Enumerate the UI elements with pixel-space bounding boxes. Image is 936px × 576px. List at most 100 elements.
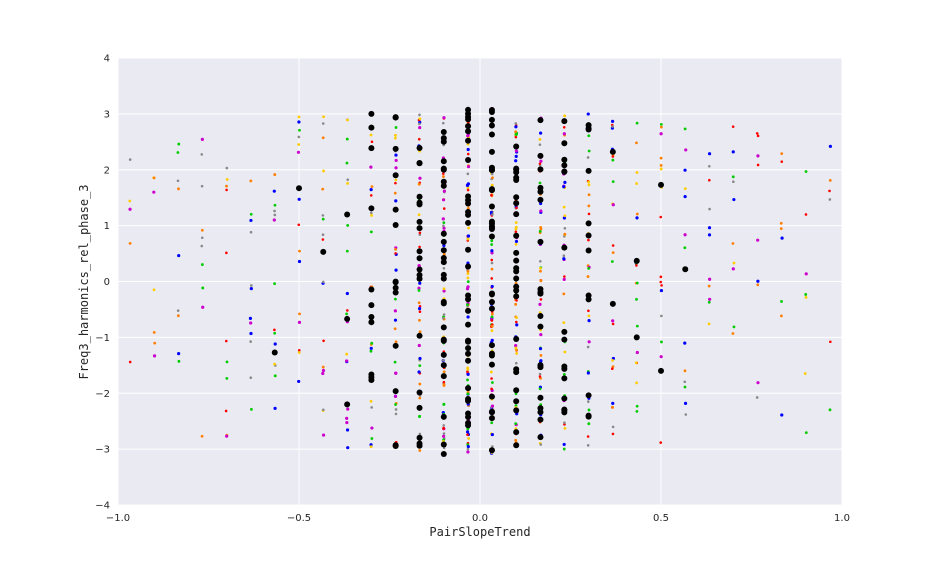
data-point [418, 364, 422, 367]
data-point [322, 169, 325, 173]
data-point [394, 340, 398, 344]
data-point [490, 267, 494, 271]
data-point [609, 148, 616, 155]
data-point [465, 307, 472, 314]
data-point [586, 435, 590, 438]
data-point [345, 249, 349, 253]
data-point [152, 176, 156, 180]
data-point [369, 133, 373, 137]
data-point [683, 401, 688, 405]
data-point [273, 342, 277, 346]
data-point [465, 345, 472, 352]
data-point [586, 156, 590, 159]
data-point [225, 178, 229, 181]
data-point [273, 406, 277, 410]
data-point [466, 165, 471, 169]
data-point [152, 190, 156, 194]
data-point [538, 302, 542, 306]
data-point [562, 185, 566, 189]
data-point [321, 233, 325, 237]
data-point [488, 305, 495, 312]
data-point [514, 135, 518, 139]
data-point [561, 328, 568, 335]
data-point [273, 374, 277, 378]
data-point [513, 387, 520, 394]
data-point [780, 160, 784, 163]
data-point [828, 144, 832, 148]
data-point [731, 150, 735, 154]
data-point [153, 341, 157, 345]
data-point [539, 298, 543, 301]
data-point [537, 313, 544, 320]
data-point [273, 362, 276, 366]
data-point [392, 172, 399, 179]
data-point [394, 412, 398, 416]
x-tick-label: 0.0 [472, 513, 488, 524]
data-point [442, 175, 445, 178]
data-point [442, 370, 446, 374]
data-point [708, 277, 712, 281]
data-point [513, 232, 520, 239]
data-point [441, 121, 445, 125]
data-point [707, 164, 711, 168]
data-point [488, 415, 495, 422]
data-point [200, 263, 204, 266]
x-tick-label: 1.0 [834, 513, 850, 524]
x-axis-label: PairSlopeTrend [429, 525, 530, 539]
y-tick-label: −3 [95, 445, 110, 456]
data-point [249, 230, 253, 234]
data-point [611, 180, 615, 184]
data-point [441, 358, 445, 362]
data-point [418, 318, 421, 322]
data-point [418, 245, 421, 249]
data-point [369, 194, 373, 197]
data-point [345, 420, 349, 425]
data-point [177, 142, 181, 146]
data-point [684, 413, 688, 416]
data-point [442, 380, 446, 384]
data-point [465, 414, 472, 421]
data-point [514, 122, 518, 125]
data-point [321, 214, 325, 217]
data-point [369, 349, 373, 353]
data-point [369, 346, 373, 350]
data-point [490, 329, 494, 332]
data-point [297, 115, 301, 119]
data-point [587, 422, 591, 426]
data-point [537, 196, 544, 203]
data-point [128, 199, 132, 203]
data-point [466, 445, 470, 449]
data-point [562, 126, 566, 129]
data-point [321, 238, 325, 241]
data-point [490, 377, 493, 380]
data-point [537, 323, 544, 330]
data-point [322, 408, 325, 412]
data-point [682, 266, 689, 273]
data-point [562, 216, 566, 220]
data-point [418, 126, 422, 130]
data-point [466, 447, 470, 451]
data-point [273, 331, 277, 335]
data-point [225, 360, 229, 364]
data-point [297, 351, 301, 354]
data-point [442, 252, 446, 256]
data-point [732, 180, 735, 183]
data-point [537, 394, 544, 401]
data-point [368, 302, 375, 309]
data-point [659, 441, 663, 444]
data-point [394, 408, 398, 411]
data-point [683, 187, 687, 191]
data-point [369, 443, 373, 447]
data-point [298, 249, 301, 253]
data-point [345, 352, 349, 356]
data-point [466, 276, 470, 280]
data-point [537, 188, 544, 195]
data-point [418, 432, 422, 436]
data-point [369, 211, 373, 215]
data-point [418, 113, 421, 117]
data-point [465, 395, 472, 402]
data-point [488, 148, 495, 155]
data-point [635, 281, 639, 285]
data-point [465, 337, 472, 344]
data-point [585, 247, 592, 254]
